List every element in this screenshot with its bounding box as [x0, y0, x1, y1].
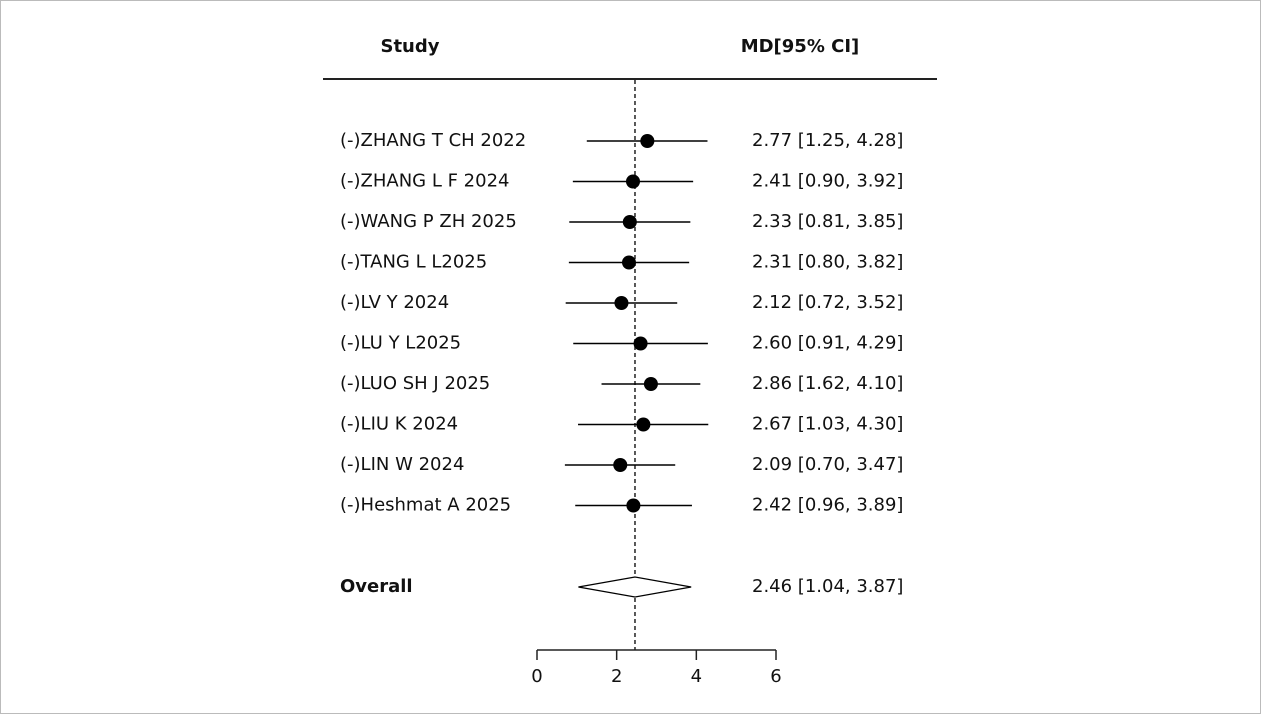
point-estimate — [640, 134, 655, 148]
point-estimate — [613, 458, 628, 472]
point-estimate — [636, 417, 651, 432]
study-label: (-)TANG L L2025 — [340, 252, 487, 273]
x-tick-label: 6 — [770, 666, 781, 687]
study-label: (-)Heshmat A 2025 — [340, 495, 511, 516]
overall-label: Overall — [340, 576, 413, 597]
study-label: (-)LIN W 2024 — [340, 454, 464, 475]
study-label: (-)ZHANG L F 2024 — [340, 171, 510, 192]
point-estimate — [622, 255, 637, 270]
point-estimate — [622, 215, 637, 229]
point-estimate — [626, 498, 641, 513]
x-tick-label: 4 — [691, 666, 702, 687]
overall-diamond — [578, 576, 692, 598]
ci-label: 2.77 [1.25, 4.28] — [752, 130, 903, 151]
ci-label: 2.67 [1.03, 4.30] — [752, 414, 903, 435]
ci-label: 2.33 [0.81, 3.85] — [752, 211, 903, 232]
study-label: (-)LIU K 2024 — [340, 414, 458, 435]
point-estimate — [633, 336, 648, 351]
point-estimate — [614, 296, 629, 310]
ci-label: 2.41 [0.90, 3.92] — [752, 171, 903, 192]
point-estimate — [625, 174, 640, 189]
x-tick-label: 0 — [531, 666, 542, 687]
ci-label: 2.60 [0.91, 4.29] — [752, 333, 903, 354]
x-tick-label: 2 — [611, 666, 622, 687]
overall-ci-label: 2.46 [1.04, 3.87] — [752, 576, 903, 597]
ci-label: 2.86 [1.62, 4.10] — [752, 373, 903, 394]
study-label: (-)LUO SH J 2025 — [340, 373, 490, 394]
study-label: (-)LV Y 2024 — [340, 292, 449, 313]
study-label: (-)ZHANG T CH 2022 — [340, 130, 526, 151]
ci-label: 2.31 [0.80, 3.82] — [752, 252, 903, 273]
study-label: (-)LU Y L2025 — [340, 333, 461, 354]
study-header: Study — [380, 36, 439, 57]
ci-label: 2.09 [0.70, 3.47] — [752, 454, 903, 475]
ci-label: 2.42 [0.96, 3.89] — [752, 495, 903, 516]
ci-label: 2.12 [0.72, 3.52] — [752, 292, 903, 313]
study-label: (-)WANG P ZH 2025 — [340, 211, 517, 232]
point-estimate — [643, 377, 658, 391]
estimate-header: MD[95% CI] — [741, 36, 860, 57]
